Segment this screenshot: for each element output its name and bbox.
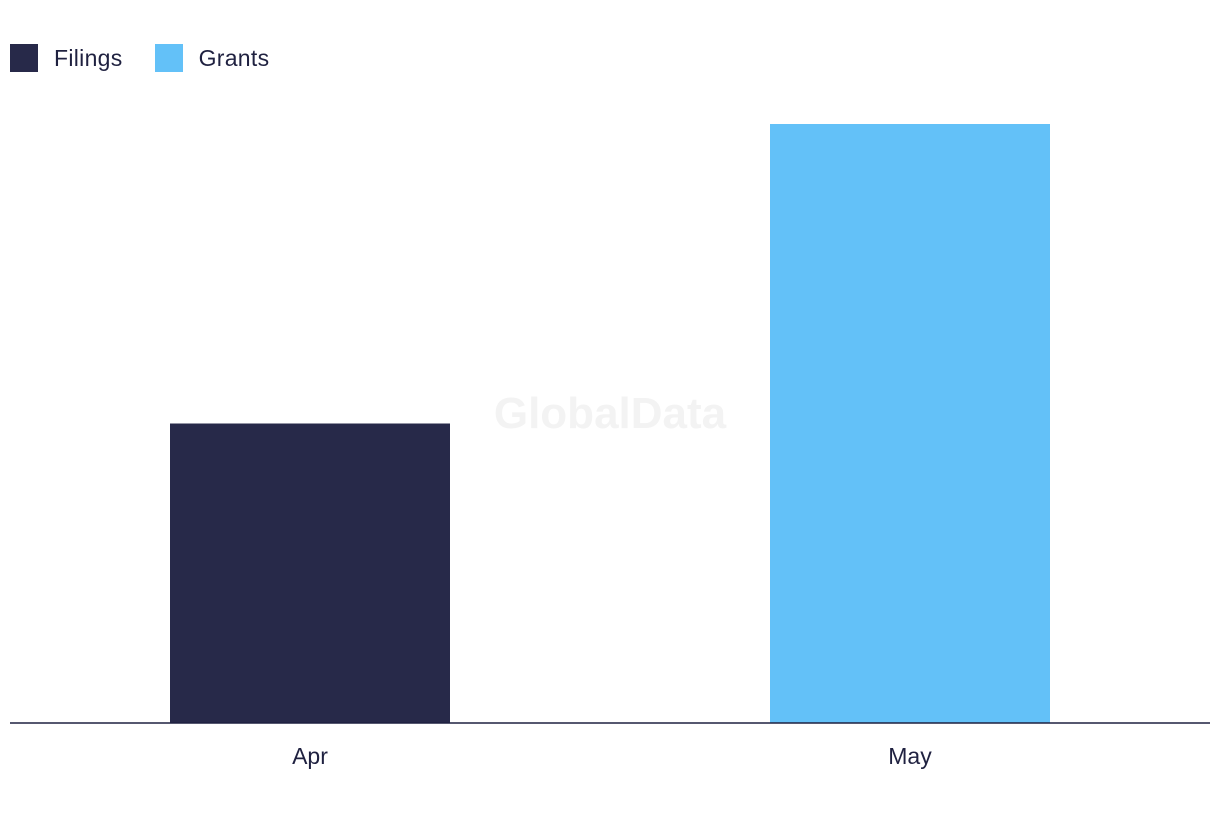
legend-swatch-grants (154, 44, 183, 72)
bars-group (170, 124, 1050, 723)
x-tick-label-apr: Apr (292, 743, 328, 769)
bar-grants-may[interactable] (770, 124, 1050, 723)
legend-label-filings: Filings (54, 44, 123, 71)
bar-filings-apr[interactable] (170, 423, 450, 724)
legend-item-filings[interactable]: Filings (10, 44, 123, 72)
x-tick-label-may: May (888, 743, 932, 769)
legend-item-grants[interactable]: Grants (154, 44, 270, 72)
legend-swatch-filings (10, 44, 38, 72)
legend-label-grants: Grants (198, 44, 270, 71)
chart-legend: Filings Grants (10, 44, 301, 72)
x-tick-labels: Apr May (292, 743, 932, 769)
watermark-text: GlobalData (494, 389, 727, 438)
